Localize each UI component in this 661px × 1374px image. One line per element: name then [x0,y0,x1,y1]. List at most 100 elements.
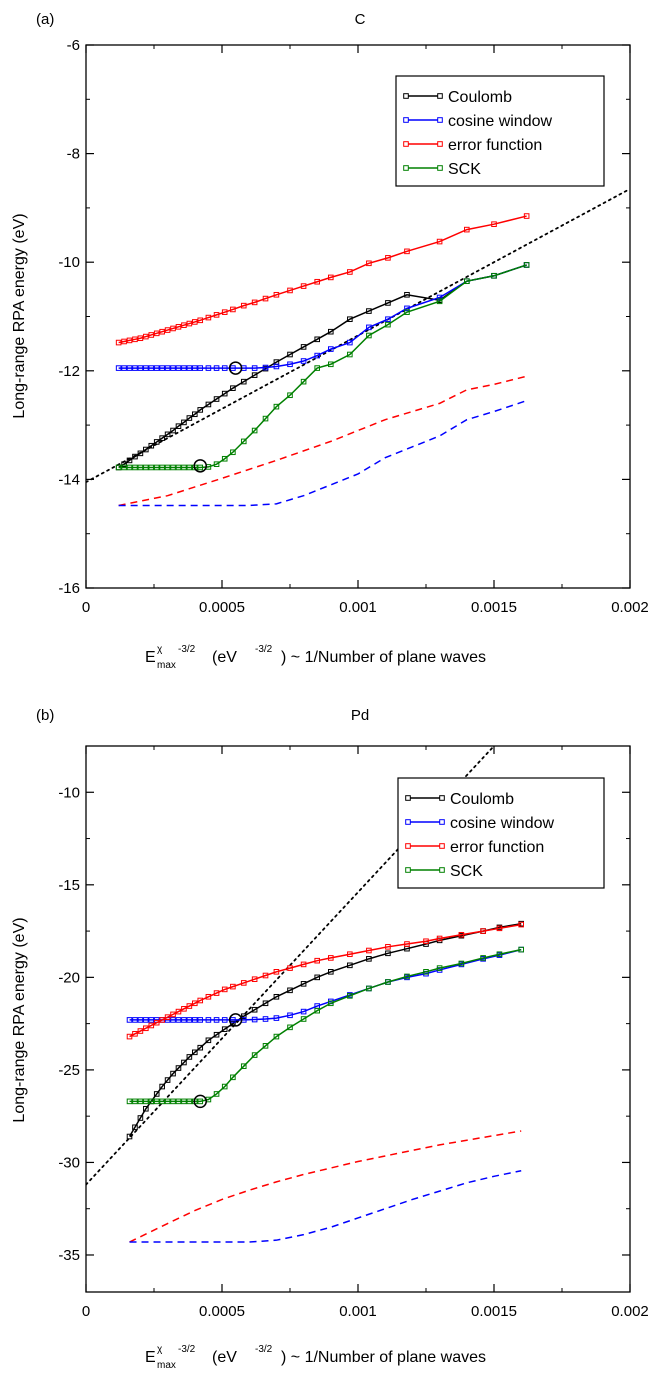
data-point-cosine-window [192,1017,198,1023]
data-point-error-function [205,993,212,1000]
panel-b-xlabel-rest: (eV [212,1349,237,1366]
svg-text:χ: χ [157,1344,163,1355]
data-point-error-function [148,1022,155,1029]
data-point-error-function [458,931,465,938]
panel-a-xlabel: E χ max -3/2 (eV -3/2 ) ~ 1/Number of pl… [145,644,486,671]
panel-a-legend: Coulomb cosine window error function SCK [395,75,605,187]
data-point-coulomb [181,1059,187,1066]
legend-swatch-marker [405,819,411,825]
data-point-error-function [137,335,144,342]
data-point-sck [366,985,372,992]
data-point-error-function [170,1011,176,1018]
svg-text:max: max [157,660,176,671]
data-point-sck [404,309,410,315]
data-point-sck [221,1083,228,1090]
data-point-error-function [436,935,443,942]
data-point-error-function [213,312,220,318]
series-line-sck [129,948,522,1103]
data-point-coulomb [192,1049,198,1056]
data-point-error-function [192,319,198,325]
data-point-sck [153,464,160,471]
data-point-coulomb [197,407,204,413]
y-tick-label: -12 [58,363,80,380]
data-point-sck [148,464,155,471]
data-point-cosine-window [132,365,138,371]
legend-swatch-marker [437,117,443,123]
data-point-cosine-window [132,1017,138,1023]
data-point-sck [262,415,269,422]
y-tick-label: -6 [67,37,80,54]
y-tick-label: -25 [58,1062,80,1079]
y-tick-label: -20 [58,969,80,986]
data-point-error-function [181,1006,187,1012]
svg-text:) ~ 1/Number of plane waves: ) ~ 1/Number of plane waves [281,649,486,666]
series-line-dashed-line [118,375,527,507]
x-tick-label: 0.001 [339,1303,377,1320]
data-point-sck [464,278,470,285]
data-point-sck [164,1098,171,1105]
data-point-coulomb [240,1013,247,1020]
panel-b-xlabel-main: E [145,1349,156,1366]
legend-swatch-marker [437,93,443,99]
svg-text:-3/2: -3/2 [178,644,196,655]
data-point-coulomb [121,461,127,467]
data-point-sck [230,1074,236,1081]
panel-a-label: (a) [36,11,54,28]
data-point-cosine-window [262,364,269,371]
data-point-cosine-window [300,1008,307,1015]
legend-swatch-marker [437,165,443,171]
panel-a-xlabel-rest: (eV [212,649,237,666]
data-point-error-function [132,336,138,343]
data-point-cosine-window [170,1017,176,1023]
series-line-dashed-line [118,399,527,507]
highlight-circle [193,459,207,473]
svg-text:max: max [157,1360,176,1371]
data-point-sck [240,1063,247,1069]
data-point-error-function [170,325,176,332]
data-point-sck [159,1098,165,1105]
data-point-coulomb [287,987,293,994]
data-point-coulomb [192,411,198,418]
data-point-coulomb [347,316,353,323]
data-point-sck [175,1098,182,1105]
data-point-coulomb [221,1026,228,1032]
data-point-cosine-window [273,1015,280,1021]
data-point-error-function [328,955,334,961]
data-point-error-function [115,339,122,346]
legend-swatch-marker [405,795,411,801]
data-point-sck [423,969,429,975]
data-point-error-function [251,976,258,983]
data-point-coulomb [148,442,155,449]
data-point-sck [170,1098,176,1105]
data-point-error-function [132,1031,138,1037]
data-point-coulomb [251,372,258,378]
data-point-coulomb [143,446,149,453]
data-point-sck [153,1098,160,1105]
data-point-sck [240,438,247,445]
panel-a-xlabel-tail: ) ~ 1/Number of plane waves [281,649,486,666]
data-point-sck [213,1091,220,1097]
data-point-sck [115,464,122,471]
panel-b-xlabel-unit-exp: -3/2 [255,1344,273,1355]
data-point-error-function [213,990,220,996]
panel-a-ylabel: Long-range RPA energy (eV) [11,213,28,418]
data-point-cosine-window [121,365,127,371]
legend-swatch-marker [403,93,409,99]
data-point-cosine-window [153,365,160,371]
data-point-cosine-window [262,1016,269,1022]
data-point-error-function [491,221,497,227]
data-point-cosine-window [385,316,391,323]
panel-b-label: (b) [36,707,54,724]
panel-b-xlabel-exp: -3/2 [178,1344,196,1355]
data-point-cosine-window [436,294,443,301]
data-point-cosine-window [251,365,258,371]
highlight-circle [228,361,243,375]
data-point-error-function [423,938,429,945]
data-point-coulomb [159,1083,165,1090]
legend-label: Coulomb [450,791,514,808]
data-point-sck [126,464,133,471]
data-point-sck [186,464,193,471]
data-point-sck [132,1098,138,1105]
legend-swatch-marker [403,141,409,147]
